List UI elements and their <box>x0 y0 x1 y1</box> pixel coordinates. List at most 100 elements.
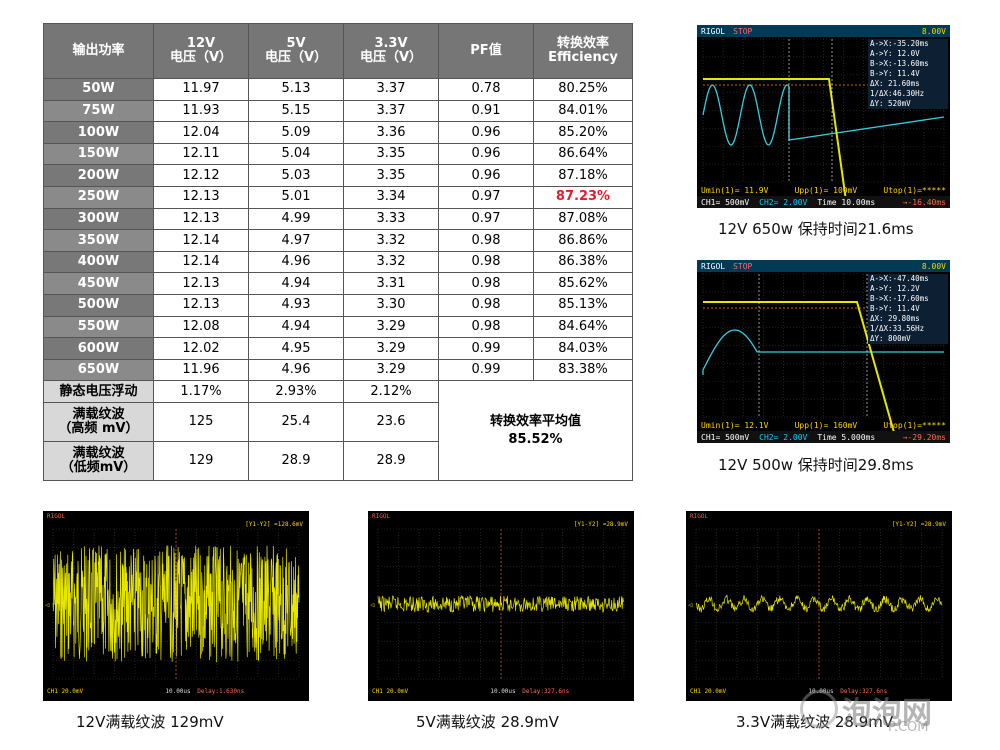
drift-label: 静态电压浮动 <box>43 380 154 403</box>
cell-power: 650W <box>43 358 154 382</box>
scope-brand: RIGOL <box>701 26 726 36</box>
ripple-scope-5v: ◁ RIGOL [Y1-Y2] =28.9mV CH1 20.0mV 10.00… <box>368 511 634 701</box>
cell-pf: 0.96 <box>438 121 534 144</box>
lf-ripple-row: 满载纹波 （低频mV） 129 28.9 28.9 <box>43 440 633 481</box>
header-efficiency: 转换效率 Efficiency <box>533 23 633 79</box>
lf-3v3: 28.9 <box>343 440 439 481</box>
cell-power: 75W <box>43 99 154 123</box>
ripple-channel: CH1 20.0mV <box>47 688 84 695</box>
cell-v3v3: 3.29 <box>343 358 439 382</box>
scope-state: STOP <box>733 261 753 271</box>
cell-v5: 4.97 <box>248 229 344 252</box>
lf-5v: 28.9 <box>248 440 344 481</box>
cell-power: 500W <box>43 293 154 317</box>
cell-power: 50W <box>43 78 154 101</box>
ripple-channel: CH1 20.0mV <box>372 688 409 695</box>
ripple-delay: Delay:327.6ns <box>522 688 570 695</box>
cell-v5: 4.96 <box>248 250 344 274</box>
cell-efficiency: 83.38% <box>533 358 633 382</box>
cell-v3v3: 3.29 <box>343 337 439 360</box>
scope-trigger-level: 8.00V <box>921 261 946 271</box>
scope-trigger-level: 8.00V <box>921 26 946 36</box>
ripple-scope-12v: ◁ RIGOL [Y1-Y2] =128.6mV CH1 20.0mV 10.0… <box>43 511 309 701</box>
cell-v3v3: 3.34 <box>343 185 439 209</box>
cell-pf: 0.96 <box>438 164 534 187</box>
ripple-brand: RIGOL <box>690 513 709 520</box>
cell-v5: 5.01 <box>248 185 344 209</box>
avg-efficiency-label: 转换效率平均值 <box>489 413 581 429</box>
holdup-caption-500w: 12V 500w 保持时间29.8ms <box>718 456 914 474</box>
table-row: 200W 12.12 5.03 3.35 0.96 87.18% <box>43 164 633 187</box>
cell-pf: 0.99 <box>438 358 534 382</box>
cell-power: 350W <box>43 229 154 252</box>
cell-efficiency: 84.64% <box>533 315 633 339</box>
cell-v5: 4.94 <box>248 272 344 295</box>
ripple-measurement: [Y1-Y2] =28.9mV <box>573 521 628 528</box>
cell-v12: 12.02 <box>153 337 249 360</box>
channel2-trace <box>702 84 945 146</box>
channel-marker: ◁ <box>44 601 49 609</box>
table-row: 300W 12.13 4.99 3.33 0.97 87.08% <box>43 207 633 231</box>
table-row: 650W 11.96 4.96 3.29 0.99 83.38% <box>43 358 633 382</box>
ripple-brand: RIGOL <box>47 513 66 520</box>
cell-v12: 12.13 <box>153 185 249 209</box>
hf-ripple-row: 满载纹波 （高频 mV） 125 25.4 23.6 <box>43 401 633 442</box>
table-row: 75W 11.93 5.15 3.37 0.91 84.01% <box>43 99 633 123</box>
cell-pf: 0.97 <box>438 185 534 209</box>
cell-v12: 12.08 <box>153 315 249 339</box>
channel-marker: ◁ <box>687 601 692 609</box>
ripple-caption-5v: 5V满载纹波 28.9mV <box>416 713 559 731</box>
drift-5v: 2.93% <box>248 380 344 403</box>
ripple-scope-5v-screen: ◁ <box>369 528 625 680</box>
cell-v5: 5.13 <box>248 78 344 101</box>
ripple-measurement: [Y1-Y2] =128.6mV <box>245 521 303 528</box>
cell-v3v3: 3.31 <box>343 272 439 295</box>
cell-v12: 12.04 <box>153 121 249 144</box>
ripple-delay: Delay:327.6ns <box>840 688 888 695</box>
ripple-caption-12v: 12V满载纹波 129mV <box>76 713 224 731</box>
cell-power: 150W <box>43 142 154 166</box>
cell-v3v3: 3.37 <box>343 78 439 101</box>
cursor-readout: A->X:-35.20ms A->Y: 12.0V B->X:-13.60ms B->… <box>868 39 948 109</box>
table-row: 350W 12.14 4.97 3.32 0.98 86.86% <box>43 229 633 252</box>
cell-pf: 0.98 <box>438 272 534 295</box>
holdup-caption-650w: 12V 650w 保持时间21.6ms <box>718 220 914 238</box>
cell-v3v3: 3.35 <box>343 142 439 166</box>
cell-power: 400W <box>43 250 154 274</box>
cell-pf: 0.91 <box>438 99 534 123</box>
cell-v5: 4.96 <box>248 358 344 382</box>
cell-v12: 12.11 <box>153 142 249 166</box>
ripple-timebase: 10.00us <box>165 688 191 695</box>
cell-v5: 4.99 <box>248 207 344 231</box>
watermark-text: 泡泡网 <box>842 696 932 731</box>
scope-footer: CH1= 500mV CH2= 2.00V Time 10.00ms →-16.40m… <box>697 196 950 208</box>
scope-grid <box>702 38 945 183</box>
cell-pf: 0.98 <box>438 293 534 317</box>
cell-v12: 12.13 <box>153 207 249 231</box>
channel1-trace <box>703 301 898 443</box>
cell-v3v3: 3.36 <box>343 121 439 144</box>
table-row: 250W 12.13 5.01 3.34 0.97 87.23% <box>43 185 633 209</box>
cell-power: 250W <box>43 185 154 209</box>
header-pf: PF值 <box>438 23 534 79</box>
drift-row: 静态电压浮动 1.17% 2.93% 2.12% 转换效率平均值 85.52% <box>43 380 633 481</box>
cell-v5: 5.15 <box>248 99 344 123</box>
cell-efficiency: 87.18% <box>533 164 633 187</box>
ripple-timebase: 10.00us <box>490 688 516 695</box>
cell-efficiency: 80.25% <box>533 78 633 101</box>
cell-v5: 4.93 <box>248 293 344 317</box>
cell-v5: 5.09 <box>248 121 344 144</box>
cell-efficiency: 86.86% <box>533 229 633 252</box>
ripple-scope-12v-screen: ◁ <box>44 528 300 680</box>
table-body: 50W 11.97 5.13 3.37 0.78 80.25% 75W 11.93 5.15 3.… <box>43 78 633 382</box>
site-watermark: 泡泡网 P.COM <box>792 688 992 735</box>
table-footer: 静态电压浮动 1.17% 2.93% 2.12% 转换效率平均值 85.52% … <box>43 380 633 481</box>
drift-3v3: 2.12% <box>343 380 439 403</box>
channel-marker: ◁ <box>369 601 374 609</box>
cell-power: 100W <box>43 121 154 144</box>
hf-3v3: 23.6 <box>343 401 439 442</box>
cell-pf: 0.78 <box>438 78 534 101</box>
scope-grid <box>702 273 945 418</box>
cell-power: 600W <box>43 337 154 360</box>
ripple-scope-3v3: ◁ RIGOL [Y1-Y2] =28.9mV CH1 20.0mV 10.00… <box>686 511 952 701</box>
